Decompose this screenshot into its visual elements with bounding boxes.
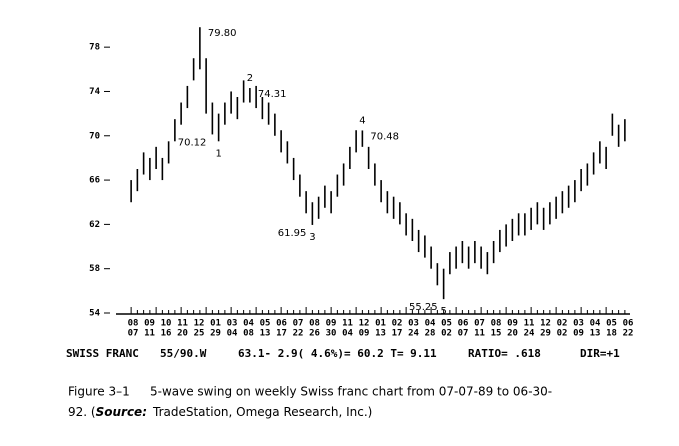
annotation: 4 [359, 115, 365, 126]
x-label-month: 06 [276, 319, 287, 329]
caption-label: Figure 3–1 [68, 385, 130, 399]
x-label-day: 29 [540, 329, 551, 339]
x-label-day: 02 [441, 329, 452, 339]
x-label-day: 18 [606, 329, 617, 339]
annotation: 79.80 [208, 28, 237, 39]
x-label-day: 22 [623, 329, 634, 339]
x-label-month: 09 [507, 319, 518, 329]
x-label-day: 07 [128, 329, 139, 339]
x-label-day: 04 [227, 329, 238, 339]
x-label-day: 24 [408, 329, 419, 339]
x-label-month: 06 [623, 319, 634, 329]
x-label-day: 13 [590, 329, 601, 339]
annotation: 70.48 [370, 131, 399, 142]
x-label-day: 17 [392, 329, 403, 339]
annotation: 70.12 [178, 137, 207, 148]
x-label-month: 08 [491, 319, 502, 329]
x-label-month: 05 [260, 319, 271, 329]
x-label-month: 09 [326, 319, 337, 329]
x-label-month: 05 [606, 319, 617, 329]
x-label-day: 29 [210, 329, 221, 339]
x-label-day: 25 [194, 329, 205, 339]
x-label-day: 04 [342, 329, 353, 339]
x-label-day: 11 [474, 329, 485, 339]
x-label-day: 16 [161, 329, 172, 339]
x-label-month: 04 [243, 319, 254, 329]
x-label-month: 07 [293, 319, 304, 329]
caption-line2: 92. (Source: TradeStation, Omega Research… [68, 405, 372, 419]
y-tick-label: 62 [89, 220, 100, 230]
annotation: 1 [215, 148, 221, 159]
x-label-month: 08 [309, 319, 320, 329]
y-tick-label: 66 [89, 176, 100, 186]
caption-text: 5-wave swing on weekly Swiss franc chart… [150, 385, 552, 399]
annotation: 74.31 [258, 89, 287, 100]
x-label-month: 12 [540, 319, 551, 329]
x-label-day: 17 [276, 329, 287, 339]
x-label-day: 11 [144, 329, 155, 339]
status-item: SWISS FRANC [66, 347, 139, 360]
x-label-month: 02 [557, 319, 568, 329]
annotation: 3 [309, 232, 315, 243]
caption-text2: 92. ( [68, 405, 96, 419]
x-label-month: 11 [177, 319, 188, 329]
x-label-day: 13 [375, 329, 386, 339]
annotation: 55.25 [409, 302, 438, 313]
x-label-month: 05 [441, 319, 452, 329]
x-label-month: 11 [342, 319, 353, 329]
x-label-month: 12 [194, 319, 205, 329]
x-label-day: 28 [425, 329, 436, 339]
annotation: 5 [440, 306, 446, 317]
x-label-day: 30 [326, 329, 337, 339]
x-label-month: 03 [573, 319, 584, 329]
annotation: 61.95 [278, 228, 307, 239]
status-item: 55/90.W [160, 347, 207, 360]
x-label-month: 01 [210, 319, 221, 329]
x-label-month: 10 [161, 319, 172, 329]
x-label-month: 04 [590, 319, 601, 329]
status-item: RATIO= .618 [468, 347, 541, 360]
x-label-day: 26 [309, 329, 320, 339]
x-label-day: 13 [260, 329, 271, 339]
x-label-month: 01 [375, 319, 386, 329]
x-label-month: 02 [392, 319, 403, 329]
x-label-month: 09 [144, 319, 155, 329]
caption-source-label: Source: [96, 405, 147, 419]
status-item: 63.1- 2.9( 4.6%)= 60.2 T= 9.11 [238, 347, 437, 360]
x-label-day: 20 [177, 329, 188, 339]
x-label-day: 22 [293, 329, 304, 339]
x-label-month: 12 [359, 319, 370, 329]
x-label-month: 06 [458, 319, 469, 329]
x-label-month: 08 [128, 319, 139, 329]
y-tick-label: 74 [89, 87, 100, 97]
x-label-day: 09 [573, 329, 584, 339]
x-label-day: 15 [491, 329, 502, 339]
caption-source: TradeStation, Omega Research, Inc.) [152, 405, 372, 419]
x-label-day: 02 [557, 329, 568, 339]
x-label-day: 24 [524, 329, 535, 339]
x-label-day: 20 [507, 329, 518, 339]
x-label-month: 04 [425, 319, 436, 329]
x-label-month: 07 [474, 319, 485, 329]
x-label-month: 11 [524, 319, 535, 329]
y-tick-label: 54 [89, 309, 100, 319]
x-label-month: 03 [227, 319, 238, 329]
y-tick-label: 78 [89, 43, 100, 53]
x-label-month: 03 [408, 319, 419, 329]
y-tick-label: 70 [89, 131, 100, 141]
x-label-day: 09 [359, 329, 370, 339]
status-item: DIR=+1 [580, 347, 620, 360]
x-label-day: 07 [458, 329, 469, 339]
y-tick-label: 58 [89, 264, 100, 274]
x-label-day: 08 [243, 329, 254, 339]
annotation: 2 [247, 73, 253, 84]
